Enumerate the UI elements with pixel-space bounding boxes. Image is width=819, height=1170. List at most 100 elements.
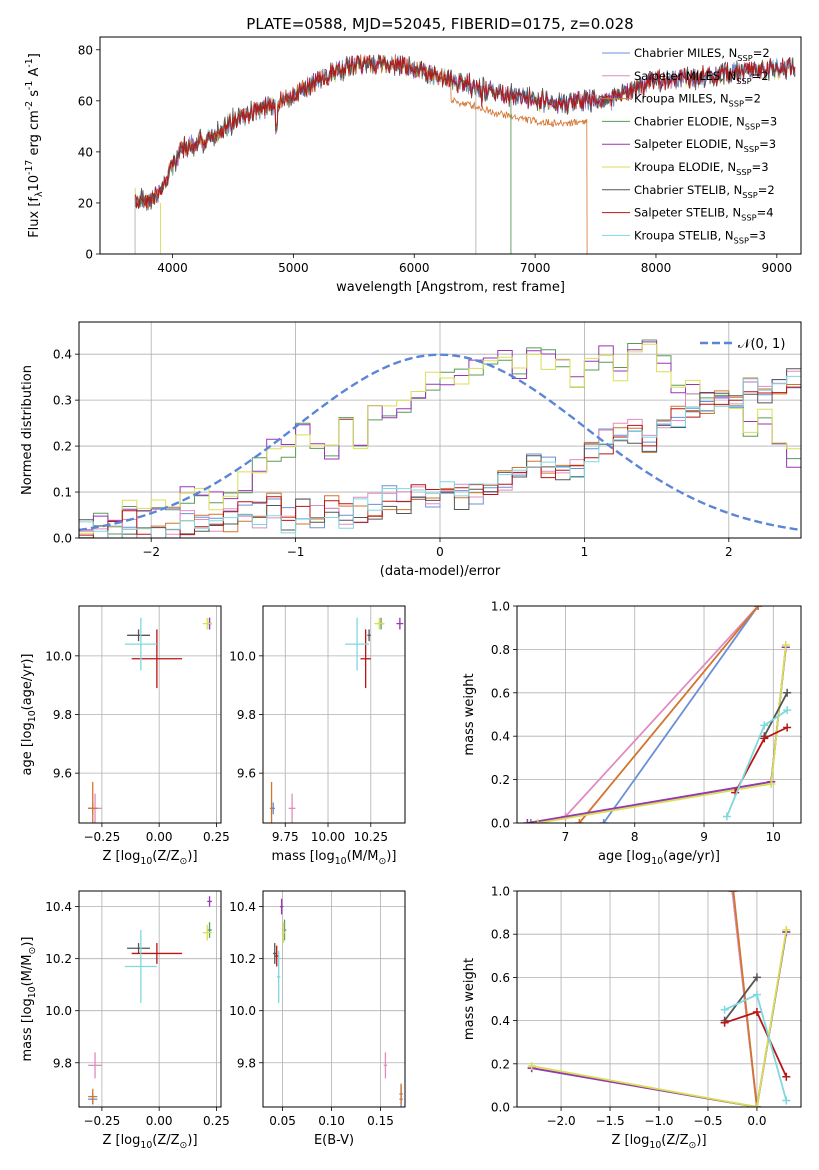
plot-area-weight-vs-Z	[527, 891, 791, 1107]
plot-area-age-vs-mass	[269, 617, 404, 823]
y-tick-label: 10.0	[45, 1004, 72, 1018]
x-tick-label: 10.00	[311, 830, 345, 844]
weight-marker	[523, 819, 532, 823]
panel-mass-vs-EBV: 0.05 0.10 0.15 9.8 10.0 10.2 10.4 E(B-V)	[229, 890, 406, 1148]
weight-marker	[599, 819, 608, 823]
plot-area-mass-vs-EBV	[273, 898, 403, 1107]
y-tick-label: 40	[78, 145, 93, 159]
errorbar-point-2	[269, 781, 274, 823]
y-tick-label: 10.0	[229, 1004, 256, 1018]
weight-line-5	[531, 929, 788, 1107]
errorbar-point-2	[88, 1088, 98, 1105]
y-tick-label: 0.0	[491, 817, 510, 831]
weight-marker	[729, 891, 738, 895]
weight-line-2	[732, 891, 758, 1107]
panel-residuals: −2 −1 0 1 2 0.0 0.1 0.2 0.3 0.4 (data-model)/error…	[20, 321, 802, 579]
weight-marker	[575, 819, 584, 823]
y-tick-label: 9.6	[237, 767, 256, 781]
errorbar-point-1	[288, 793, 296, 823]
histogram-step-7	[79, 376, 801, 538]
y-tick-label: 10.2	[45, 952, 72, 966]
weight-line-1	[564, 606, 759, 818]
y-tick-label: 0.6	[491, 971, 510, 985]
errorbar-point-5	[202, 617, 212, 630]
histogram-step-2	[79, 365, 801, 538]
x-tick-label: 1	[581, 545, 589, 559]
errorbar-point-6	[127, 943, 150, 954]
y-tick-label: 0.6	[491, 686, 510, 700]
errorbar-point-7	[131, 629, 183, 689]
x-tick-label: 0.00	[146, 830, 173, 844]
legend-label: Kroupa MILES, NSSP=2	[634, 92, 761, 109]
panel-age-vs-Z: −0.25 0.00 0.25 9.6 9.8 10.0 Z [log10(Z/Z⊙)] ag…	[20, 605, 230, 867]
weight-marker	[728, 891, 737, 895]
weight-line-6	[723, 976, 758, 1022]
gaussian-curve	[79, 353, 801, 532]
x-axis-label: wavelength [Angstrom, rest frame]	[336, 280, 565, 295]
errorbar-point-2	[88, 781, 98, 823]
x-axis-label: Z [log10(Z/Z⊙)]	[102, 1133, 197, 1151]
weight-marker	[527, 1061, 536, 1070]
y-tick-label: 9.8	[53, 1056, 72, 1070]
weight-marker	[782, 1072, 791, 1081]
y-tick-label: 1.0	[491, 885, 510, 899]
weight-marker	[782, 1096, 791, 1105]
errorbar-point-3	[207, 922, 212, 938]
plot-area-weight-vs-age	[523, 606, 792, 823]
weight-marker	[783, 688, 792, 697]
histogram-step-8	[79, 355, 801, 538]
weight-line-0	[602, 606, 759, 823]
x-tick-label: 7000	[520, 261, 551, 275]
x-tick-label: 4000	[157, 261, 188, 275]
errorbar-point-7	[131, 943, 183, 964]
y-tick-label: 9.8	[237, 708, 256, 722]
y-axis-label: Flux [fλ10-17 erg cm-2 s-1 A-1]	[24, 53, 45, 238]
y-tick-label: 10.0	[45, 649, 72, 663]
errorbar-point-7	[275, 945, 279, 967]
x-tick-label: 9	[700, 830, 708, 844]
errorbar-point-8	[345, 617, 370, 671]
weight-marker	[526, 819, 535, 823]
axes-frame	[78, 890, 222, 1108]
histogram-step-6	[79, 365, 801, 538]
weight-marker	[752, 973, 761, 982]
x-tick-label: 0.10	[318, 1114, 345, 1128]
y-tick-label: 0.1	[53, 486, 72, 500]
x-axis-label: Z [log10(Z/Z⊙)]	[102, 849, 197, 867]
y-tick-label: 9.8	[237, 1056, 256, 1070]
y-tick-label: 9.6	[53, 767, 72, 781]
x-axis-label: age [log10(age/yr)]	[598, 849, 720, 867]
x-tick-label: 9000	[762, 261, 793, 275]
legend-label: Kroupa STELIB, NSSP=3	[634, 228, 766, 245]
weight-marker	[720, 1005, 729, 1014]
y-axis-label: mass [log10(M/M⊙)]	[20, 937, 38, 1062]
weight-marker	[781, 641, 790, 650]
x-axis-label: E(B-V)	[314, 1133, 354, 1148]
legend-label: Salpeter MILES, NSSP=2	[634, 69, 769, 86]
histogram-step-4	[79, 341, 801, 531]
plot-area-spectrum	[134, 53, 796, 254]
errorbar-point-4	[396, 617, 404, 630]
y-tick-label: 0.0	[491, 1101, 510, 1115]
x-axis-label: mass [log10(M/M⊙)]	[272, 849, 397, 867]
x-tick-label: −0.25	[84, 830, 121, 844]
weight-line-2	[578, 606, 759, 823]
plot-area-mass-vs-Z	[88, 896, 212, 1105]
x-tick-label: −1.5	[595, 1114, 624, 1128]
spectrum-line-7	[134, 54, 796, 209]
weight-line-6	[763, 692, 788, 737]
axes-frame	[516, 605, 802, 824]
x-tick-label: 7	[562, 830, 570, 844]
axes-frame	[262, 890, 406, 1108]
axes-frame	[99, 36, 802, 255]
x-axis-label: Z [log10(Z/Z⊙)]	[611, 1133, 706, 1151]
x-tick-label: −2.0	[546, 1114, 575, 1128]
y-tick-label: 0	[85, 248, 93, 262]
y-tick-label: 10.2	[229, 952, 256, 966]
y-tick-label: 10.0	[229, 649, 256, 663]
y-tick-label: 0.4	[53, 348, 72, 362]
plot-area-residuals	[79, 339, 801, 538]
weight-marker	[783, 723, 792, 732]
